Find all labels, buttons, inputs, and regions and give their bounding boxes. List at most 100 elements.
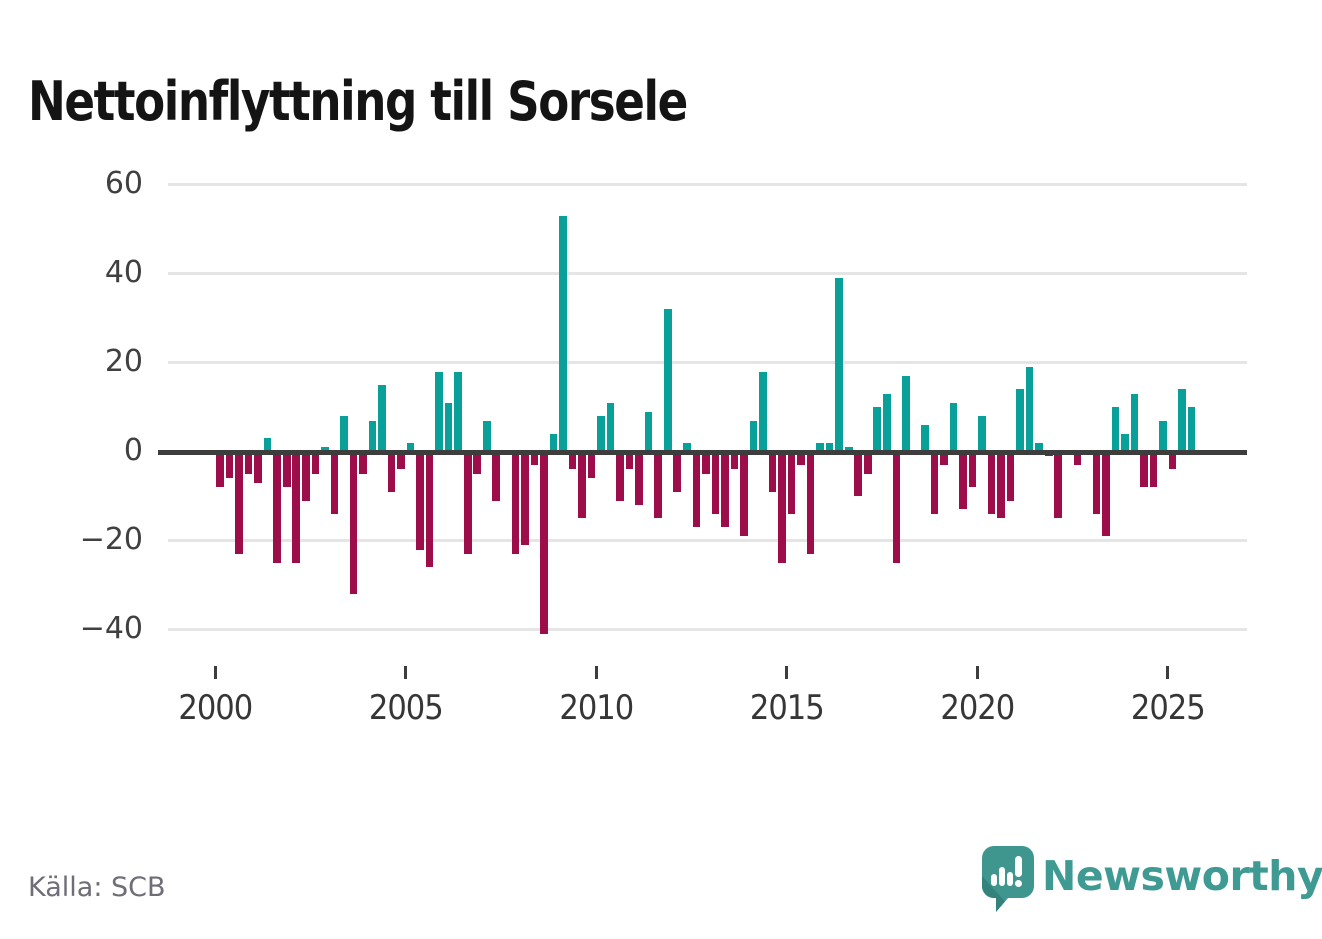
- bar-2018-Q1: [902, 376, 910, 452]
- bar-2008-Q4: [549, 433, 558, 452]
- bar-2016-Q1: [825, 442, 834, 452]
- bar-2002-Q1: [292, 451, 301, 563]
- bar-2018-Q3: [921, 425, 929, 452]
- gridline-40: [168, 272, 1247, 276]
- bar-2010-Q2: [606, 402, 615, 452]
- bar-2001-Q1: [254, 451, 262, 483]
- bar-2015-Q2: [797, 451, 805, 466]
- bar-2009-Q2: [568, 451, 577, 470]
- bar-2004-Q1: [368, 420, 377, 452]
- bar-2014-Q4: [778, 451, 786, 563]
- bar-2004-Q4: [397, 451, 405, 470]
- bar-2024-Q3: [1149, 451, 1158, 488]
- newsworthy-logo: Newsworthy: [982, 846, 1322, 916]
- bar-2013-Q1: [711, 451, 720, 514]
- x-axis-tick: [975, 666, 979, 679]
- bar-2023-Q2: [1102, 451, 1110, 537]
- x-axis-label: 2015: [749, 688, 825, 728]
- bar-2003-Q2: [340, 416, 348, 452]
- bar-2003-Q3: [349, 451, 358, 594]
- bar-2007-Q2: [492, 451, 501, 501]
- source-note: Källa: SCB: [28, 872, 166, 903]
- bar-2003-Q1: [330, 451, 339, 514]
- bar-2019-Q2: [949, 402, 958, 452]
- bar-2013-Q3: [730, 451, 739, 470]
- bar-2012-Q4: [702, 451, 710, 474]
- bar-2021-Q3: [1035, 442, 1043, 452]
- bar-2022-Q3: [1073, 451, 1082, 466]
- gridline--20: [168, 539, 1247, 543]
- bar-2011-Q2: [644, 411, 653, 452]
- bar-2013-Q2: [721, 451, 729, 528]
- bar-2002-Q3: [311, 451, 320, 474]
- bar-2011-Q4: [663, 309, 672, 452]
- bar-2017-Q1: [863, 451, 872, 474]
- y-axis-label: 60: [104, 165, 143, 201]
- bar-2023-Q4: [1121, 433, 1129, 452]
- x-axis-tick: [594, 666, 598, 679]
- bar-2005-Q3: [425, 451, 434, 568]
- bar-2009-Q3: [578, 451, 586, 519]
- bar-2019-Q4: [968, 451, 977, 488]
- bar-2005-Q4: [435, 371, 443, 452]
- bar-2006-Q1: [444, 402, 453, 452]
- x-axis-tick: [404, 666, 408, 679]
- bar-2021-Q1: [1016, 389, 1024, 452]
- bar-2016-Q4: [854, 451, 863, 497]
- bar-2006-Q4: [473, 451, 482, 474]
- bar-2005-Q2: [416, 451, 424, 550]
- x-axis-label: 2005: [368, 688, 444, 728]
- bar-2012-Q3: [692, 451, 701, 528]
- bar-2024-Q4: [1159, 420, 1167, 452]
- y-axis-label: −20: [79, 521, 143, 557]
- gridline--40: [168, 628, 1247, 632]
- bar-2022-Q1: [1054, 451, 1063, 519]
- y-axis-label: 0: [123, 432, 143, 468]
- bar-2000-Q4: [244, 451, 253, 474]
- bar-2011-Q1: [635, 451, 643, 506]
- bar-2001-Q2: [263, 438, 272, 452]
- page-title: Nettoinflyttning till Sorsele: [28, 70, 688, 134]
- x-axis-tick: [785, 666, 789, 679]
- bar-2014-Q3: [768, 451, 777, 492]
- newsworthy-wordmark: Newsworthy: [1042, 852, 1322, 900]
- bar-2010-Q4: [625, 451, 634, 470]
- y-axis-label: 40: [104, 254, 143, 290]
- bar-2009-Q1: [559, 216, 567, 452]
- x-axis-label: 2000: [178, 688, 253, 728]
- bar-2025-Q3: [1187, 407, 1196, 452]
- bar-2020-Q3: [997, 451, 1005, 519]
- gridline-20: [168, 361, 1247, 365]
- newsworthy-logo-icon: [982, 846, 1034, 912]
- bar-2021-Q2: [1025, 367, 1034, 452]
- bar-2004-Q2: [378, 384, 386, 452]
- bar-2012-Q1: [673, 451, 682, 492]
- bar-2015-Q4: [816, 442, 824, 452]
- bar-2000-Q2: [225, 451, 234, 479]
- bar-2017-Q3: [883, 393, 891, 452]
- bar-2025-Q1: [1168, 451, 1177, 470]
- x-axis-tick: [1166, 666, 1170, 679]
- bar-2008-Q1: [521, 451, 529, 546]
- y-axis-label: 20: [104, 343, 143, 379]
- bar-2015-Q3: [806, 451, 815, 554]
- bar-2003-Q4: [359, 451, 367, 474]
- bar-2016-Q2: [835, 278, 843, 452]
- bar-2000-Q1: [216, 451, 224, 488]
- gridline-60: [168, 183, 1247, 187]
- x-axis-tick: [213, 666, 217, 679]
- bar-2019-Q1: [940, 451, 948, 466]
- bar-2020-Q1: [978, 416, 986, 452]
- bar-2023-Q3: [1111, 407, 1120, 452]
- bar-2020-Q4: [1006, 451, 1015, 501]
- bar-2009-Q4: [587, 451, 596, 479]
- x-axis-label: 2025: [1130, 688, 1206, 728]
- bar-2016-Q3: [844, 447, 853, 452]
- bar-2007-Q4: [511, 451, 520, 554]
- bar-2006-Q2: [454, 371, 462, 452]
- x-axis-label: 2010: [559, 688, 634, 728]
- bar-2024-Q2: [1140, 451, 1148, 488]
- bar-2001-Q3: [273, 451, 281, 563]
- bar-2024-Q1: [1130, 393, 1139, 452]
